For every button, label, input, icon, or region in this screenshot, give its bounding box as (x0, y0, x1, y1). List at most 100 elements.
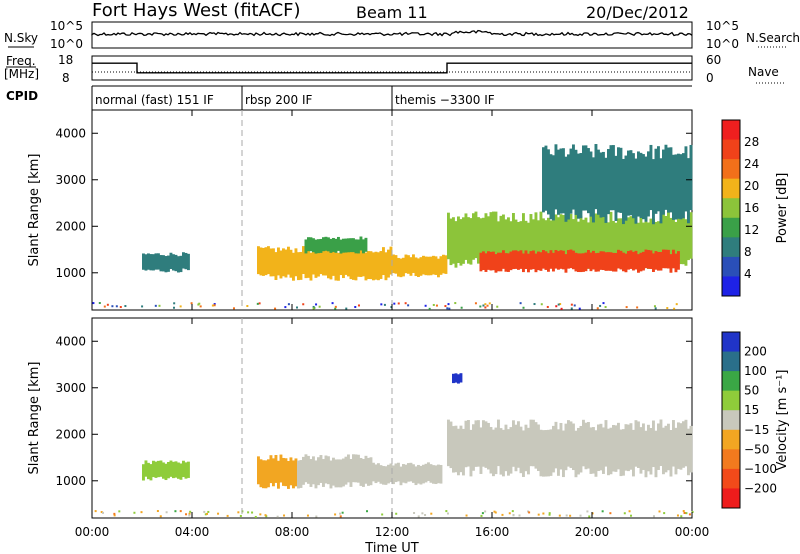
scatter-cell (276, 515, 279, 518)
scatter-cell (339, 239, 343, 254)
scatter-cell (157, 460, 160, 478)
scatter-cell (213, 304, 216, 307)
scatter-cell (237, 511, 240, 514)
cpid-segment-label: rbsp 200 IF (245, 93, 312, 107)
velocity-colorbar: 200 100 50 15 −15 −50 −100 −200 (721, 331, 777, 509)
scatter-cell (390, 306, 393, 309)
scatter-cell (437, 258, 440, 278)
scatter-cell (392, 465, 395, 485)
scatter-cell (637, 254, 640, 273)
scatter-cell (632, 429, 635, 477)
scatter-cell (172, 254, 175, 271)
scatter-cell (587, 148, 590, 214)
colorbar-tick-label: −15 (744, 423, 769, 437)
scatter-cell (592, 427, 595, 474)
scatter-cell (302, 303, 305, 306)
scatter-cell (357, 304, 360, 307)
scatter-cell (494, 511, 497, 514)
scatter-cell (592, 216, 595, 264)
velocity-y-axis-label: Slant Range [km] (27, 362, 42, 475)
scatter-cell (684, 419, 688, 467)
scatter-cell (649, 250, 653, 269)
scatter-cell (612, 424, 615, 472)
scatter-cell (482, 420, 485, 467)
scatter-cell (149, 254, 153, 271)
scatter-cell (689, 425, 693, 473)
scatter-cell (264, 247, 268, 276)
scatter-cell (412, 464, 415, 483)
scatter-cell (272, 458, 275, 487)
colorbar-tick-label: 15 (744, 403, 759, 417)
scatter-cell (642, 222, 645, 270)
scatter-cell (584, 252, 588, 272)
scatter-cell (394, 463, 398, 483)
scatter-cell (429, 256, 433, 276)
scatter-cell (103, 305, 106, 308)
scatter-cell (679, 217, 683, 265)
scatter-cell (246, 305, 249, 308)
scatter-cell (652, 515, 655, 518)
scatter-cell (256, 302, 259, 305)
scatter-cell (312, 238, 315, 253)
scatter-cell (654, 430, 658, 478)
scatter-cell (617, 249, 620, 269)
scatter-cell (457, 216, 460, 263)
scatter-cell (552, 218, 555, 265)
scatter-cell (607, 222, 610, 269)
scatter-cell (509, 427, 513, 474)
scatter-cell (446, 512, 449, 515)
y-tick-label: 3000 (55, 381, 86, 395)
scatter-cell (437, 464, 440, 484)
scatter-cell (257, 246, 260, 275)
colorbar-swatch (722, 332, 740, 353)
scatter-cell (354, 305, 357, 308)
scatter-cell (417, 464, 420, 484)
scatter-cell (217, 512, 220, 515)
scatter-cell (527, 427, 530, 475)
colorbar-swatch (722, 256, 740, 277)
scatter-cell (332, 457, 335, 486)
scatter-cell (657, 221, 660, 268)
scatter-cell (362, 239, 365, 254)
scatter-cell (674, 427, 678, 475)
scatter-cell (519, 250, 523, 269)
scatter-cell (169, 460, 173, 477)
scatter-cell (557, 251, 560, 270)
scatter-cell (612, 220, 615, 268)
scatter-cell (339, 459, 343, 488)
colorbar-tick-label: 100 (744, 364, 767, 378)
scatter-cell (614, 252, 618, 272)
scatter-cell (496, 305, 499, 308)
scatter-cell (562, 148, 565, 214)
scatter-cell (364, 237, 368, 252)
scatter-cell (548, 513, 551, 516)
scatter-cell (334, 513, 337, 516)
scatter-cell (532, 250, 535, 270)
scatter-cell (457, 374, 460, 384)
scatter-cell (507, 253, 510, 272)
scatter-cell (579, 253, 583, 273)
scatter-cell (674, 221, 678, 269)
scatter-cell (617, 218, 620, 265)
scatter-cell (614, 425, 618, 472)
scatter-cell (289, 249, 293, 278)
power-colorbar: 28 24 20 16 12 8 4 (721, 119, 759, 297)
scatter-cell (544, 430, 548, 477)
scatter-cell (419, 257, 423, 276)
scatter-cell (502, 214, 505, 262)
scatter-cell (156, 510, 159, 513)
scatter-cell (644, 430, 648, 478)
scatter-cell (481, 512, 484, 515)
scatter-cell (517, 221, 520, 269)
scatter-cell (533, 303, 536, 306)
scatter-cell (267, 246, 270, 275)
scatter-cell (479, 305, 482, 308)
scatter-cell (407, 304, 410, 307)
scatter-cell (682, 421, 685, 468)
scatter-cell (432, 465, 435, 484)
scatter-cell (213, 303, 216, 306)
scatter-cell (617, 147, 620, 213)
scatter-cell (647, 151, 650, 217)
scatter-cell (564, 423, 568, 471)
